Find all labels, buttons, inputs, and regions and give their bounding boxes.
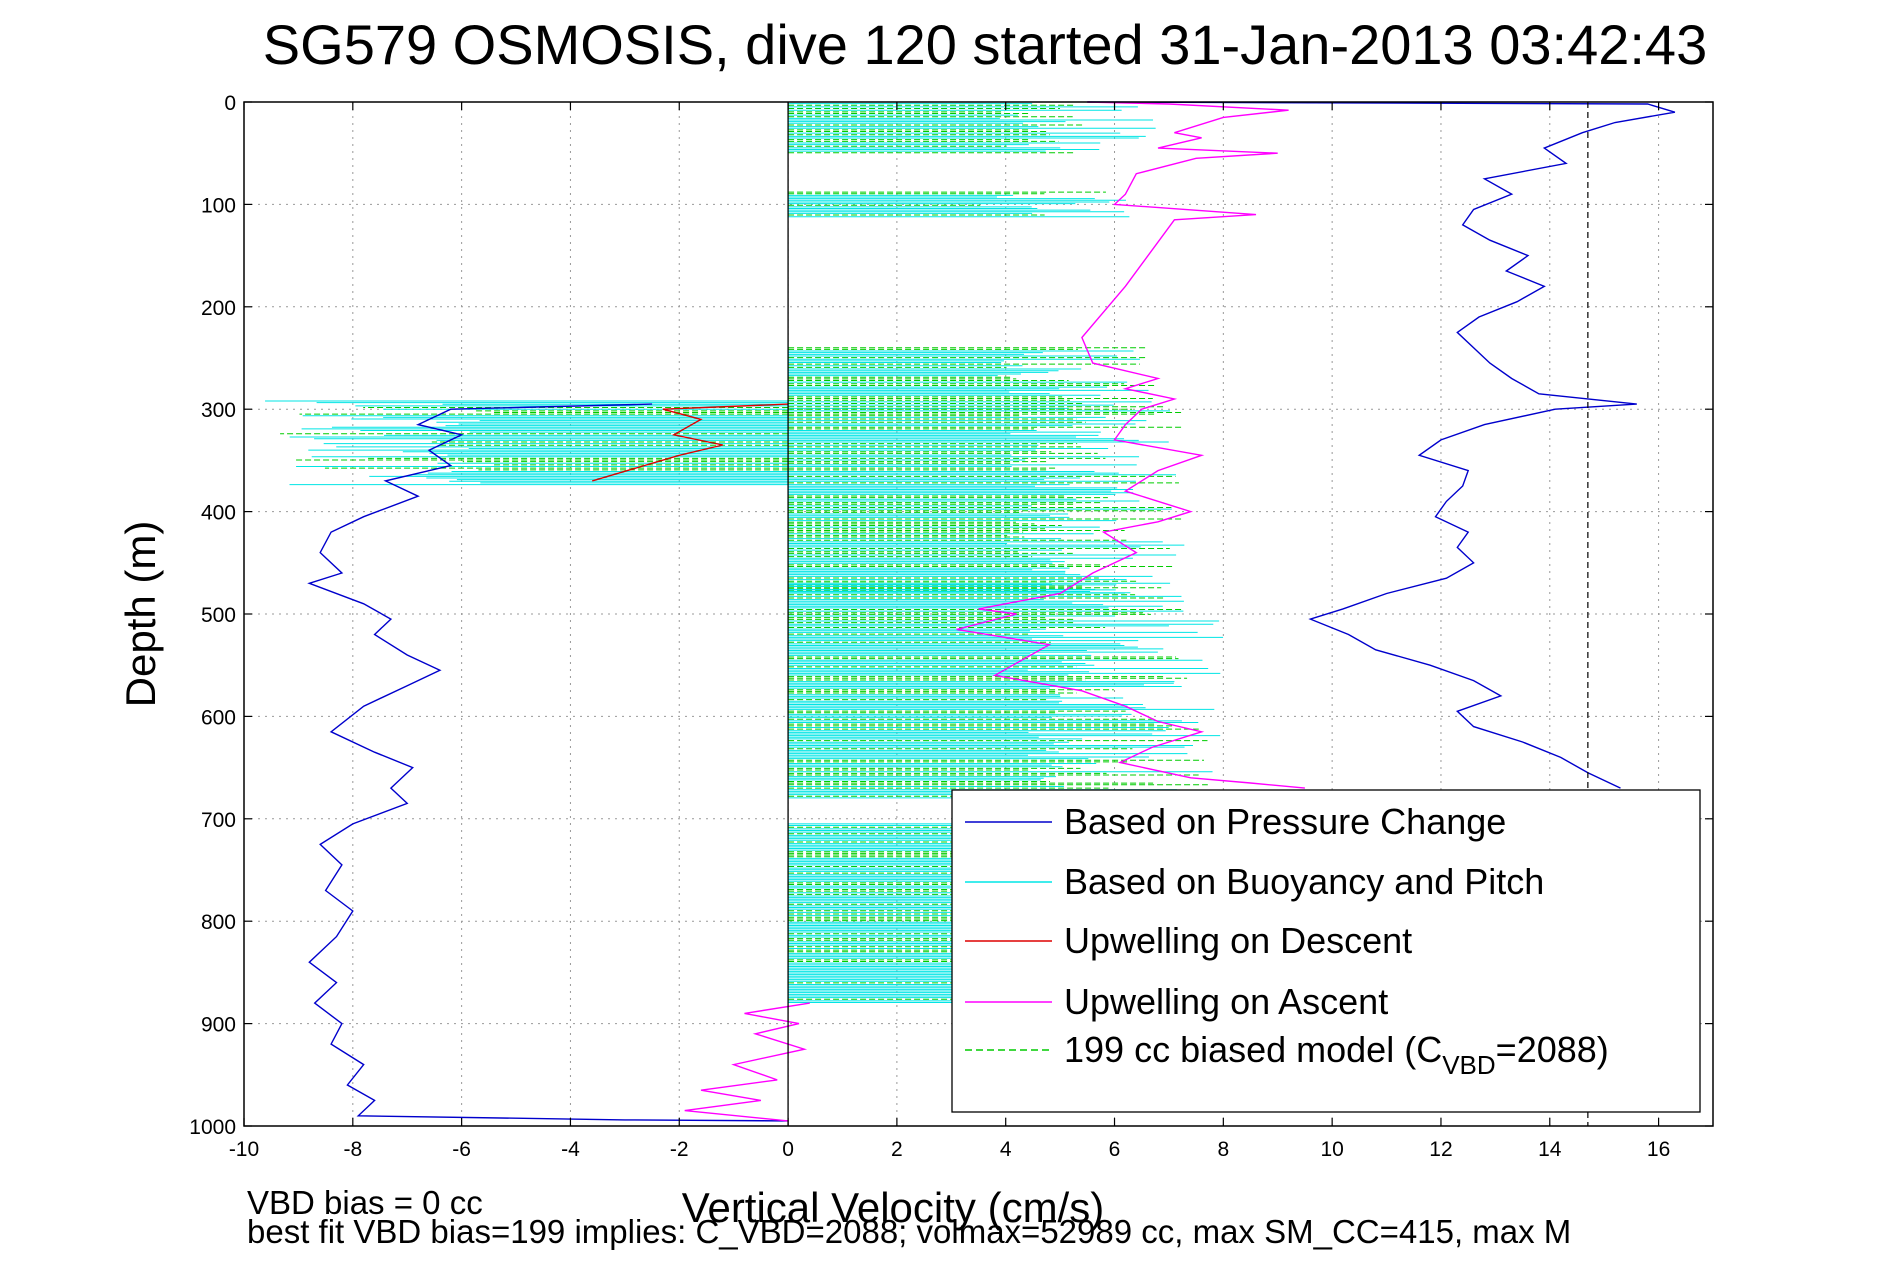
series-line-1 (307, 403, 789, 1122)
y-tick-label: 1000 (189, 1116, 236, 1139)
x-tick-label: -8 (343, 1138, 362, 1161)
legend-label-suffix: =2088) (1496, 1029, 1609, 1070)
y-tick-label: 300 (201, 399, 236, 422)
y-tick-label: 200 (201, 297, 236, 320)
x-tick-label: -4 (561, 1138, 580, 1161)
x-tick-label: 10 (1320, 1138, 1343, 1161)
hatched-band (788, 191, 1130, 218)
legend-label-main: Upwelling on Descent (1064, 920, 1412, 961)
x-tick-label: -2 (670, 1138, 689, 1161)
legend-label: Based on Pressure Change (1064, 801, 1506, 842)
series-line-3 (956, 101, 1305, 789)
legend-label-main: Based on Buoyancy and Pitch (1064, 861, 1544, 902)
y-tick-labels: 0 100 200 300 400 500 600 700 800 900 1000 (189, 92, 236, 1139)
y-tick-label: 100 (201, 194, 236, 217)
y-tick-label: 500 (201, 604, 236, 627)
series-line-0 (1087, 101, 1676, 789)
series-line-2 (592, 403, 789, 482)
hatched-band (788, 101, 1156, 154)
x-tick-labels: -10 -8 -6 -4 -2 0 2 4 6 8 10 12 14 16 (229, 1138, 1670, 1161)
x-tick-label: 4 (1000, 1138, 1012, 1161)
legend-label-main: 199 cc biased model (C (1064, 1029, 1442, 1070)
x-tick-label: 0 (782, 1138, 794, 1161)
hatched-band (788, 408, 1185, 594)
y-tick-label: 800 (201, 911, 236, 934)
x-tick-label: 16 (1647, 1138, 1670, 1161)
vbd-bias-note: VBD bias = 0 cc (247, 1184, 483, 1221)
x-tick-label: 12 (1429, 1138, 1452, 1161)
legend-label-main: Based on Pressure Change (1064, 801, 1506, 842)
series-line-4 (684, 1002, 810, 1122)
y-tick-label: 600 (201, 706, 236, 729)
x-tick-label: -6 (452, 1138, 471, 1161)
x-tick-label: 2 (891, 1138, 903, 1161)
y-tick-label: 0 (224, 92, 236, 115)
legend-box (951, 789, 1701, 1113)
hatched-bands (265, 101, 1224, 1004)
x-tick-label: 6 (1109, 1138, 1121, 1161)
hatched-band (265, 400, 789, 486)
x-tick-label: 8 (1217, 1138, 1229, 1161)
legend: Based on Pressure Change Based on Buoyanc… (951, 789, 1701, 1113)
series-group (307, 101, 1676, 1122)
chart-title: SG579 OSMOSIS, dive 120 started 31-Jan-2… (263, 13, 1707, 76)
legend-label: Upwelling on Descent (1064, 920, 1412, 961)
y-axis-label: Depth (m) (117, 521, 164, 708)
y-tick-label: 400 (201, 502, 236, 525)
best-fit-note: best fit VBD bias=199 implies: C_VBD=208… (247, 1213, 1571, 1250)
hatched-band (788, 582, 1224, 799)
legend-label: 199 cc biased model (CVBD=2088) (1064, 1029, 1609, 1080)
hatched-band (788, 347, 1164, 409)
y-tick-label: 700 (201, 809, 236, 832)
legend-label-main: Upwelling on Ascent (1064, 981, 1388, 1022)
x-tick-label: 14 (1538, 1138, 1562, 1161)
legend-label: Based on Buoyancy and Pitch (1064, 861, 1544, 902)
legend-label: Upwelling on Ascent (1064, 981, 1388, 1022)
legend-label-subscript: VBD (1442, 1050, 1495, 1080)
x-axis-label: Vertical Velocity (cm/s) (682, 1184, 1104, 1231)
y-tick-label: 900 (201, 1014, 236, 1037)
x-tick-label: -10 (229, 1138, 259, 1161)
